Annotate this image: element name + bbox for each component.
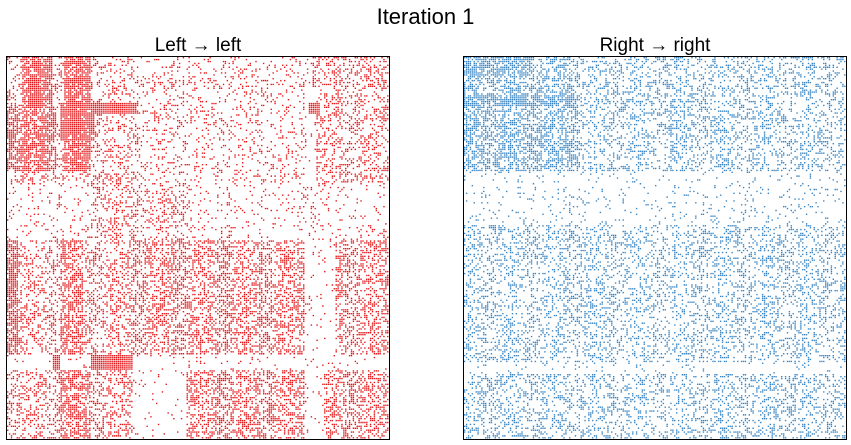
- left-adjacency-canvas: [7, 57, 389, 439]
- figure-title: Iteration 1: [376, 4, 475, 29]
- right-adjacency-canvas: [464, 57, 846, 439]
- nonzero-entries: [464, 57, 846, 439]
- nonzero-marks: [464, 57, 846, 439]
- nonzero-entries: [7, 57, 389, 439]
- left-panel-title: Left → left: [154, 35, 242, 56]
- left-adjacency-plot: [6, 56, 390, 440]
- right-adjacency-plot: [463, 56, 847, 440]
- right-panel-title: Right → right: [599, 35, 711, 56]
- nonzero-marks: [7, 57, 389, 439]
